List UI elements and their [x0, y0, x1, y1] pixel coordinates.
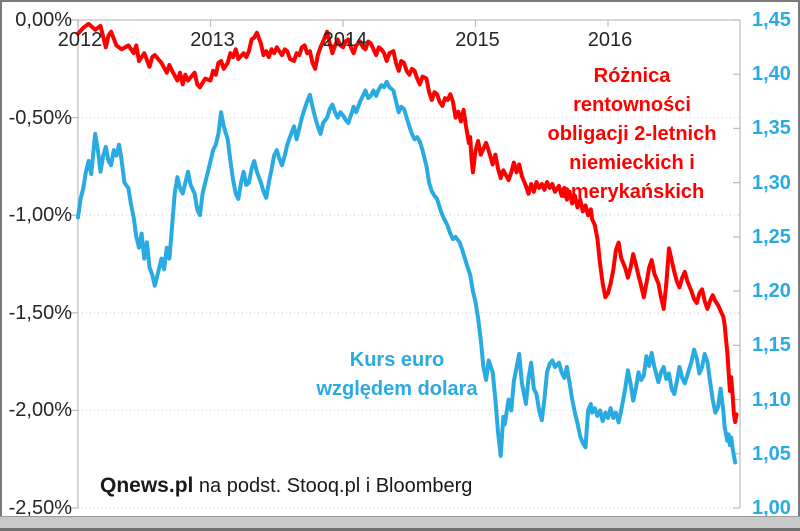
- y-right-tick-label: 1,25: [752, 225, 791, 248]
- y-right-tick-label: 1,45: [752, 9, 791, 31]
- series-label-line: amerykańskich: [559, 181, 705, 203]
- series-label-line: względem dolara: [316, 378, 478, 400]
- x-year-tick-label: 2015: [455, 29, 500, 51]
- y-right-tick-label: 1,15: [752, 334, 791, 357]
- x-year-tick-label: 2012: [57, 29, 103, 51]
- y-right-tick-label: 1,35: [752, 117, 791, 140]
- window-bottom-bar: [0, 516, 800, 531]
- y-left-tick-label: -2,00%: [8, 399, 72, 422]
- y-right-tick-label: 1,05: [752, 442, 791, 465]
- frame-edge-top: [0, 0, 800, 2]
- source-rest: na podst. Stooq.pl i Bloomberg: [198, 475, 473, 497]
- x-year-tick-label: 2016: [587, 29, 633, 51]
- x-year-tick-label: 2013: [190, 29, 235, 51]
- y-right-tick-label: 1,40: [752, 63, 791, 86]
- series-line-bond-spread: [76, 21, 739, 425]
- series-label-bond-spread: Różnica rentowności obligacji 2-letnich …: [548, 62, 717, 207]
- series-label-line: rentowności: [573, 94, 691, 116]
- series-label-line: Kurs euro: [349, 349, 445, 371]
- source-brand: Qnews.pl: [100, 474, 194, 497]
- frame-edge-left: [0, 0, 2, 531]
- x-year-tick-label: 2014: [322, 29, 368, 51]
- series-label-line: obligacji 2-letnich: [547, 123, 717, 145]
- series-label-line: niemieckich i: [569, 152, 695, 174]
- y-left-tick-label: -2,50%: [8, 497, 72, 519]
- y-right-tick-label: 1,30: [752, 171, 791, 194]
- y-right-tick-label: 1,10: [752, 388, 791, 411]
- y-left-tick-label: -0,50%: [8, 106, 72, 129]
- series-label-line: Różnica: [593, 65, 671, 87]
- series-line-eurusd: [76, 79, 738, 465]
- y-right-tick-label: 1,00: [752, 497, 791, 519]
- frame-edge-right: [798, 0, 800, 531]
- y-left-tick-label: 0,00%: [15, 9, 72, 31]
- y-right-tick-label: 1,20: [752, 280, 791, 303]
- source-attribution: Qnews.pl na podst. Stooq.pl i Bloomberg: [100, 474, 472, 498]
- y-left-tick-label: -1,00%: [8, 204, 72, 227]
- y-left-tick-label: -1,50%: [8, 301, 72, 324]
- series-label-eurusd: Kurs euro względem dolara: [316, 346, 477, 404]
